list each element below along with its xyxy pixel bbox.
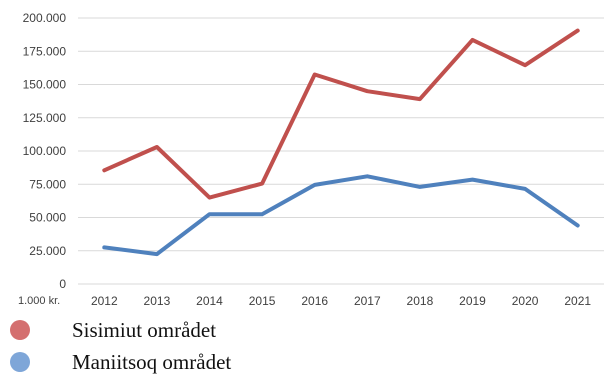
- unit-label: 1.000 kr.: [18, 295, 60, 307]
- line-chart: 0 25.000 50.000 75.000 100.000 125.000 150.000…: [18, 11, 604, 308]
- y-tick-label: 50.000: [29, 211, 66, 225]
- x-tick-label: 2018: [407, 294, 434, 308]
- y-tick-label: 75.000: [29, 177, 66, 191]
- x-tick-label: 2019: [459, 294, 486, 308]
- legend-label-sisimiut: Sisimiut området: [72, 317, 217, 342]
- legend-swatch-sisimiut: [10, 320, 30, 340]
- y-tick-label: 150.000: [23, 78, 67, 92]
- y-tick-label: 175.000: [23, 44, 67, 58]
- legend-item-maniitsoq: Maniitsoq området: [10, 346, 231, 378]
- x-tick-label: 2012: [91, 294, 118, 308]
- legend: Sisimiut området Maniitsoq området: [10, 314, 231, 378]
- x-tick-label: 2013: [144, 294, 171, 308]
- x-tick-label: 2014: [196, 294, 223, 308]
- legend-label-maniitsoq: Maniitsoq området: [72, 349, 232, 374]
- series-line-1: [102, 174, 580, 257]
- legend-swatch-maniitsoq: [10, 352, 30, 372]
- y-tick-label: 200.000: [23, 11, 67, 25]
- x-tick-label: 2017: [354, 294, 381, 308]
- x-tick-label: 2016: [301, 294, 328, 308]
- legend-item-sisimiut: Sisimiut området: [10, 314, 231, 346]
- x-tick-label: 2020: [512, 294, 539, 308]
- y-tick-label: 0: [59, 277, 66, 291]
- x-tick-label: 2021: [564, 294, 591, 308]
- series-line-0: [102, 28, 580, 200]
- y-tick-label: 100.000: [23, 144, 67, 158]
- x-tick-label: 2015: [249, 294, 276, 308]
- y-tick-label: 125.000: [23, 111, 67, 125]
- y-tick-label: 25.000: [29, 244, 66, 258]
